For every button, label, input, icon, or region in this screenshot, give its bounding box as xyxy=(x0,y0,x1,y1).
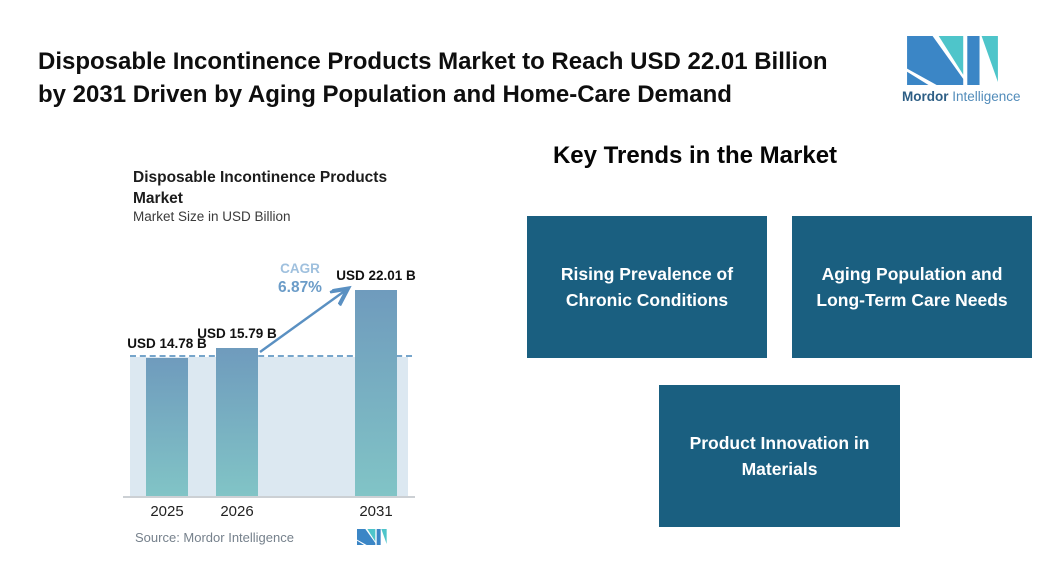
brand-wordmark: Mordor Intelligence xyxy=(902,89,1042,104)
page-title-line-2: by 2031 Driven by Aging Population and H… xyxy=(38,81,732,108)
chart-title: Disposable Incontinence Products Market xyxy=(133,169,388,207)
source-logo-icon xyxy=(357,529,387,545)
x-axis-line xyxy=(123,496,415,498)
page-title: Disposable Incontinence Products Market … xyxy=(38,45,828,111)
bar-2031 xyxy=(355,290,397,496)
trend-box-aging-population: Aging Population and Long-Term Care Need… xyxy=(792,216,1032,358)
brand-wordmark-light: Intelligence xyxy=(952,89,1021,104)
bar-value-label-2031: USD 22.01 B xyxy=(336,268,416,283)
x-tick-2031: 2031 xyxy=(359,503,393,520)
chart-subtitle: Market Size in USD Billion xyxy=(133,209,291,224)
x-tick-2025: 2025 xyxy=(150,503,184,520)
bar-value-label-2025: USD 14.78 B xyxy=(127,336,207,351)
brand-wordmark-bold: Mordor xyxy=(902,89,949,104)
source-label: Source: Mordor Intelligence xyxy=(135,530,294,545)
cagr-value: 6.87% xyxy=(278,279,322,296)
bar-2025 xyxy=(146,358,188,496)
trend-box-product-innovation: Product Innovation in Materials xyxy=(659,385,900,527)
key-trends-heading: Key Trends in the Market xyxy=(552,142,838,169)
reference-dashed-line xyxy=(130,355,412,357)
growth-arrow-icon xyxy=(259,278,360,353)
trend-box-label: Aging Population and Long-Term Care Need… xyxy=(816,264,1008,310)
bar-value-label-2026: USD 15.79 B xyxy=(197,326,277,341)
x-tick-2026: 2026 xyxy=(220,503,254,520)
trend-box-label: Product Innovation in Materials xyxy=(689,433,870,479)
trend-box-chronic-conditions: Rising Prevalence of Chronic Conditions xyxy=(527,216,767,358)
cagr-label: CAGR xyxy=(280,261,320,276)
bar-2026 xyxy=(216,348,258,496)
page-title-line-1: Disposable Incontinence Products Market … xyxy=(38,48,828,75)
trend-box-label: Rising Prevalence of Chronic Conditions xyxy=(560,264,734,310)
mordor-logo-icon xyxy=(907,36,998,85)
mordor-intelligence-logo: Mordor Intelligence xyxy=(902,36,1042,104)
